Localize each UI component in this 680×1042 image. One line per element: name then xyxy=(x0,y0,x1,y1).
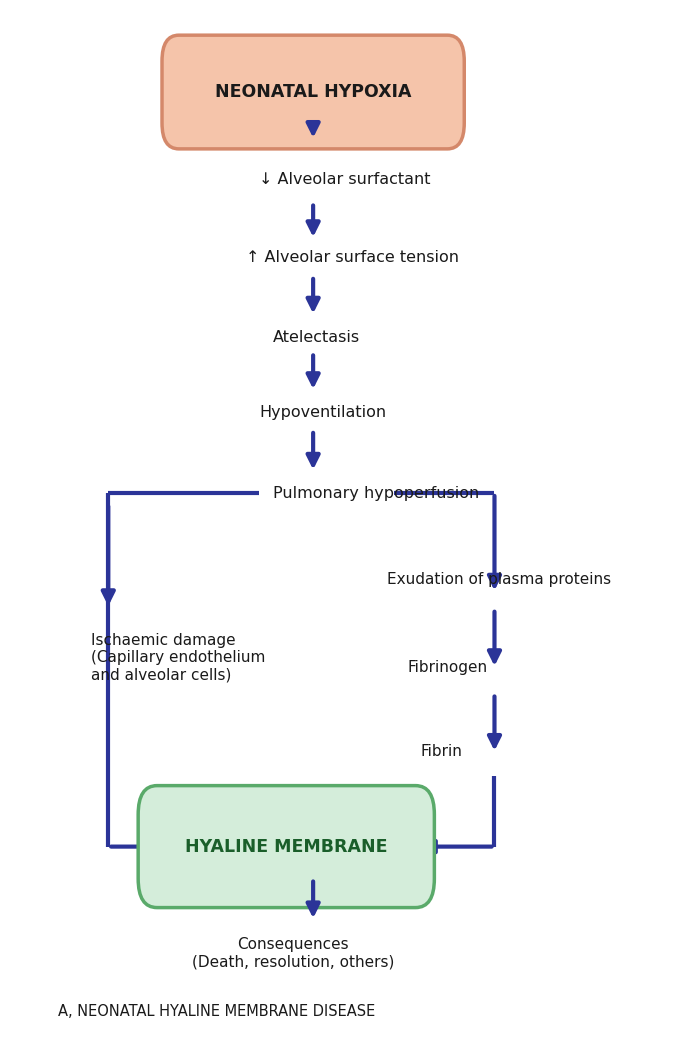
Text: Fibrin: Fibrin xyxy=(421,744,462,759)
Text: Fibrinogen: Fibrinogen xyxy=(407,661,488,675)
FancyBboxPatch shape xyxy=(138,786,435,908)
Text: Pulmonary hypoperfusion: Pulmonary hypoperfusion xyxy=(273,486,479,500)
Text: ↑ Alveolar surface tension: ↑ Alveolar surface tension xyxy=(246,250,459,265)
Text: ↓ Alveolar surfactant: ↓ Alveolar surfactant xyxy=(259,172,431,188)
Text: Ischaemic damage
(Capillary endothelium
and alveolar cells): Ischaemic damage (Capillary endothelium … xyxy=(92,632,266,683)
Text: NEONATAL HYPOXIA: NEONATAL HYPOXIA xyxy=(215,83,411,101)
Text: Exudation of plasma proteins: Exudation of plasma proteins xyxy=(387,572,611,588)
FancyBboxPatch shape xyxy=(162,35,464,149)
Text: Atelectasis: Atelectasis xyxy=(273,329,360,345)
Text: Hypoventilation: Hypoventilation xyxy=(259,405,386,420)
Text: HYALINE MEMBRANE: HYALINE MEMBRANE xyxy=(185,838,388,855)
Text: A, NEONATAL HYALINE MEMBRANE DISEASE: A, NEONATAL HYALINE MEMBRANE DISEASE xyxy=(58,1004,375,1019)
Text: Consequences
(Death, resolution, others): Consequences (Death, resolution, others) xyxy=(192,937,394,969)
